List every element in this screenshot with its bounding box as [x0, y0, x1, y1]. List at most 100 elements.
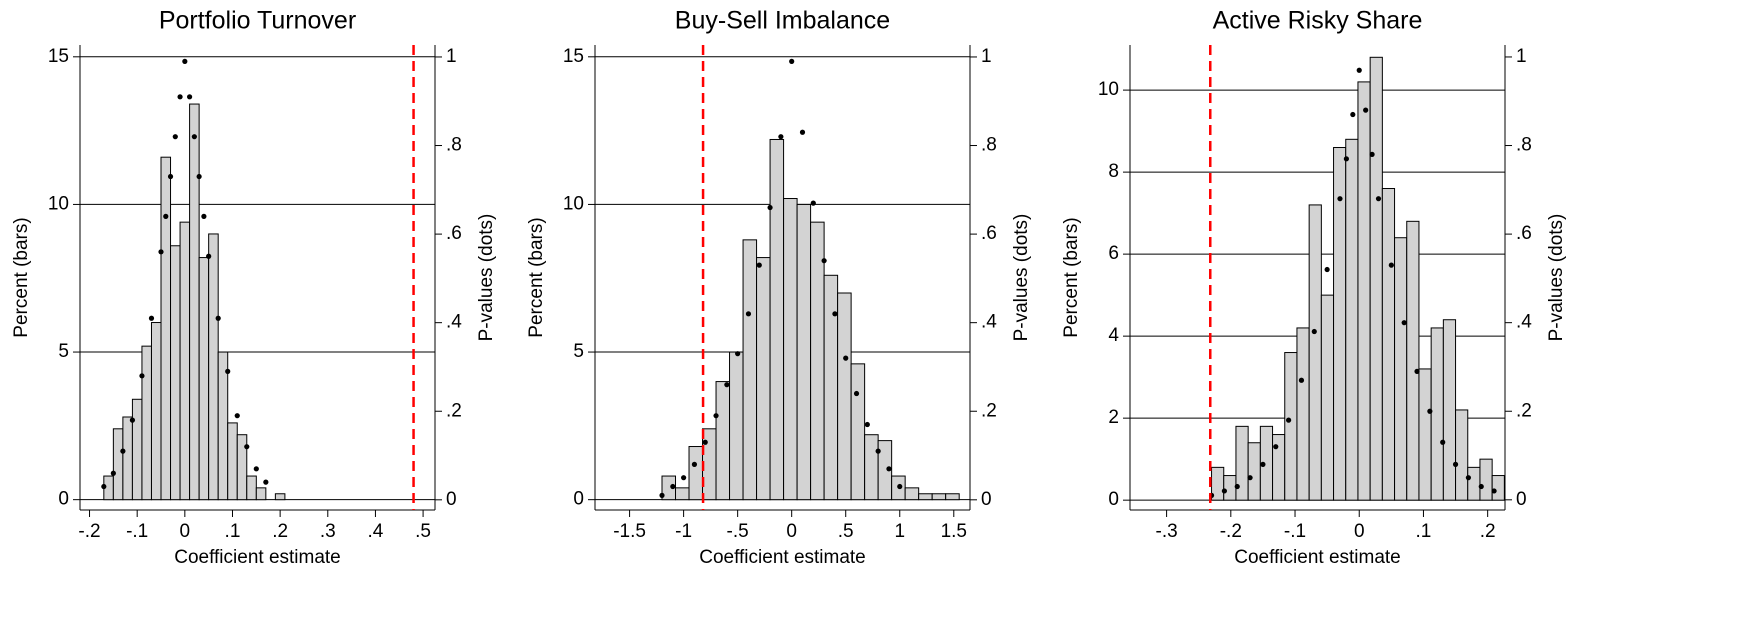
- y2-tick-label: 1: [1516, 46, 1527, 67]
- x-tick-label: 0: [786, 521, 797, 542]
- bar: [945, 493, 960, 501]
- y-tick-label: 15: [48, 46, 69, 67]
- y-tick-label: 10: [563, 193, 584, 214]
- bar: [1442, 319, 1457, 501]
- p-value-dot: [186, 94, 193, 100]
- bar: [1418, 368, 1432, 501]
- bar: [170, 245, 181, 501]
- bar: [1467, 466, 1481, 501]
- p-value-dot: [702, 439, 708, 445]
- bar: [227, 422, 238, 501]
- p-value-dot: [1369, 151, 1375, 157]
- y2-tick-label: .4: [981, 312, 997, 333]
- p-value-dot: [864, 421, 870, 428]
- bar: [688, 446, 704, 501]
- p-value-dot: [1273, 444, 1279, 450]
- x-axis-label: Coefficient estimate: [1234, 547, 1401, 568]
- bar: [1491, 475, 1505, 501]
- y-tick-label: 15: [563, 46, 584, 67]
- p-value-dot: [1356, 67, 1362, 73]
- p-value-dot: [724, 382, 730, 388]
- bar: [179, 221, 191, 501]
- bar: [931, 493, 947, 501]
- p-value-dot: [182, 58, 188, 64]
- p-value-dot: [191, 134, 197, 140]
- p-value-dot: [172, 134, 178, 140]
- bar: [823, 274, 839, 501]
- bar: [904, 487, 920, 501]
- p-value-dot: [167, 173, 174, 180]
- p-value-dot: [843, 355, 849, 361]
- y-tick-label: 0: [58, 489, 69, 510]
- y2-tick-label: 1: [981, 46, 992, 67]
- x-tick-label: -.2: [1220, 521, 1242, 542]
- p-value-dot: [263, 479, 269, 485]
- y-tick-label: 0: [1108, 489, 1119, 510]
- bar: [141, 345, 152, 501]
- y2-axis-label: P-values (dots): [1011, 214, 1032, 342]
- y2-tick-label: .6: [981, 223, 997, 244]
- bar: [1479, 458, 1493, 501]
- x-tick-label: -.5: [727, 521, 749, 542]
- x-tick-label: -.1: [1284, 521, 1306, 542]
- y2-tick-label: .8: [446, 135, 462, 156]
- x-tick-label: 0: [180, 521, 191, 542]
- p-value-dot: [1324, 266, 1330, 273]
- x-tick-label: 1: [894, 521, 905, 542]
- bar: [783, 198, 798, 501]
- bar: [864, 434, 879, 501]
- x-tick-label: -1.5: [613, 521, 646, 542]
- p-value-dot: [1363, 107, 1369, 113]
- x-tick-label: .5: [838, 521, 854, 542]
- p-value-dot: [735, 351, 741, 357]
- p-value-dot: [681, 475, 687, 481]
- y2-tick-label: .6: [446, 223, 462, 244]
- p-value-dot: [234, 413, 240, 419]
- p-value-dot: [253, 466, 259, 472]
- bar: [675, 487, 690, 501]
- y-axis-label: Percent (bars): [11, 217, 32, 337]
- bar: [756, 257, 771, 501]
- bar: [1247, 442, 1261, 501]
- y2-tick-label: .2: [1516, 400, 1532, 421]
- p-value-dot: [244, 444, 250, 450]
- bar: [255, 487, 267, 501]
- bar: [1272, 434, 1286, 501]
- y-tick-label: 2: [1108, 407, 1119, 428]
- bar: [715, 381, 731, 501]
- bar: [217, 351, 229, 501]
- y-tick-label: 10: [48, 193, 69, 214]
- bar: [122, 416, 133, 501]
- p-value-dot: [1491, 488, 1497, 494]
- bar: [274, 493, 286, 501]
- bar: [702, 428, 717, 501]
- p-value-dot: [1452, 461, 1459, 467]
- p-value-dot: [129, 417, 136, 423]
- bar: [837, 292, 852, 501]
- p-value-dot: [670, 483, 676, 490]
- y2-axis-label: P-values (dots): [476, 214, 497, 342]
- bar: [236, 434, 248, 501]
- bar: [189, 103, 200, 501]
- bar: [246, 475, 257, 501]
- p-value-dot: [1401, 320, 1407, 326]
- p-value-dot: [1388, 262, 1394, 268]
- bar: [1284, 352, 1298, 501]
- x-tick-label: -.2: [78, 521, 100, 542]
- bar: [769, 138, 785, 501]
- x-tick-label: -1: [675, 521, 692, 542]
- p-value-dot: [853, 390, 860, 397]
- y2-tick-label: .2: [446, 400, 462, 421]
- p-value-dot: [875, 448, 881, 454]
- y2-tick-label: .2: [981, 400, 997, 421]
- p-value-dot: [745, 311, 752, 317]
- y-axis-label: Percent (bars): [1061, 217, 1082, 337]
- bar: [1320, 294, 1335, 501]
- bar: [1394, 237, 1408, 501]
- bar: [742, 239, 758, 501]
- p-value-dot: [1343, 156, 1349, 162]
- chart-title: Buy-Sell Imbalance: [675, 7, 890, 35]
- p-value-dot: [821, 258, 827, 264]
- p-value-dot: [206, 253, 212, 259]
- bar: [160, 156, 172, 501]
